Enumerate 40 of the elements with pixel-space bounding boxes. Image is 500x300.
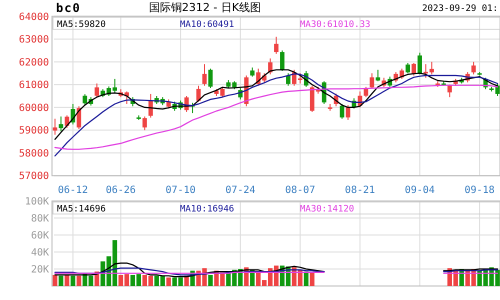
y-tick-label: 59000 xyxy=(18,126,49,137)
y-tick-label: 57000 xyxy=(18,171,49,182)
y-tick-label: 60000 xyxy=(18,102,49,114)
x-tick-label: 09-18 xyxy=(464,185,495,196)
text: MA5:59820 xyxy=(57,20,106,30)
text: MA30:14120 xyxy=(300,204,354,214)
x-tick-label: 08-21 xyxy=(344,185,376,196)
text: MA30:61010.33 xyxy=(300,20,370,30)
text: MA5:14696 xyxy=(57,204,106,214)
y-tick-label: 60K xyxy=(30,230,49,242)
chart-subtitle: bc0 xyxy=(56,1,81,15)
text: MA10:16946 xyxy=(180,204,234,214)
x-tick-label: 07-10 xyxy=(166,185,196,196)
bar xyxy=(70,276,76,286)
y-tick-label: 40K xyxy=(30,248,49,258)
y-tick-label: 80K xyxy=(30,214,49,224)
bar xyxy=(304,272,308,286)
y-tick-label: 58000 xyxy=(18,148,49,160)
bar xyxy=(58,276,64,286)
text: MA10:60491 xyxy=(180,20,234,30)
bar xyxy=(166,278,171,286)
y-tick-label: 63000 xyxy=(18,34,49,46)
y-tick-label: 62000 xyxy=(18,57,49,68)
x-tick-label: 09-04 xyxy=(404,185,435,196)
x-tick-label: 06-26 xyxy=(106,185,136,196)
line-series xyxy=(54,73,498,156)
bar xyxy=(64,274,70,286)
x-tick-label: 08-07 xyxy=(285,185,316,196)
x-tick-label: 06-12 xyxy=(58,185,88,196)
y-tick-label: 61000 xyxy=(18,80,49,92)
bar xyxy=(76,276,82,286)
x-tick-label: 07-24 xyxy=(225,185,256,196)
y-tick-label: 100K xyxy=(24,196,49,208)
bar xyxy=(52,274,58,286)
bar xyxy=(310,272,314,286)
bar xyxy=(208,274,213,286)
chart-title: 国际铜2312 - 日K线图 xyxy=(148,1,262,14)
text: 2023-09-29 01: xyxy=(422,4,498,14)
y-tick-label: 20K xyxy=(30,264,49,276)
y-tick-label: 64000 xyxy=(18,12,49,23)
